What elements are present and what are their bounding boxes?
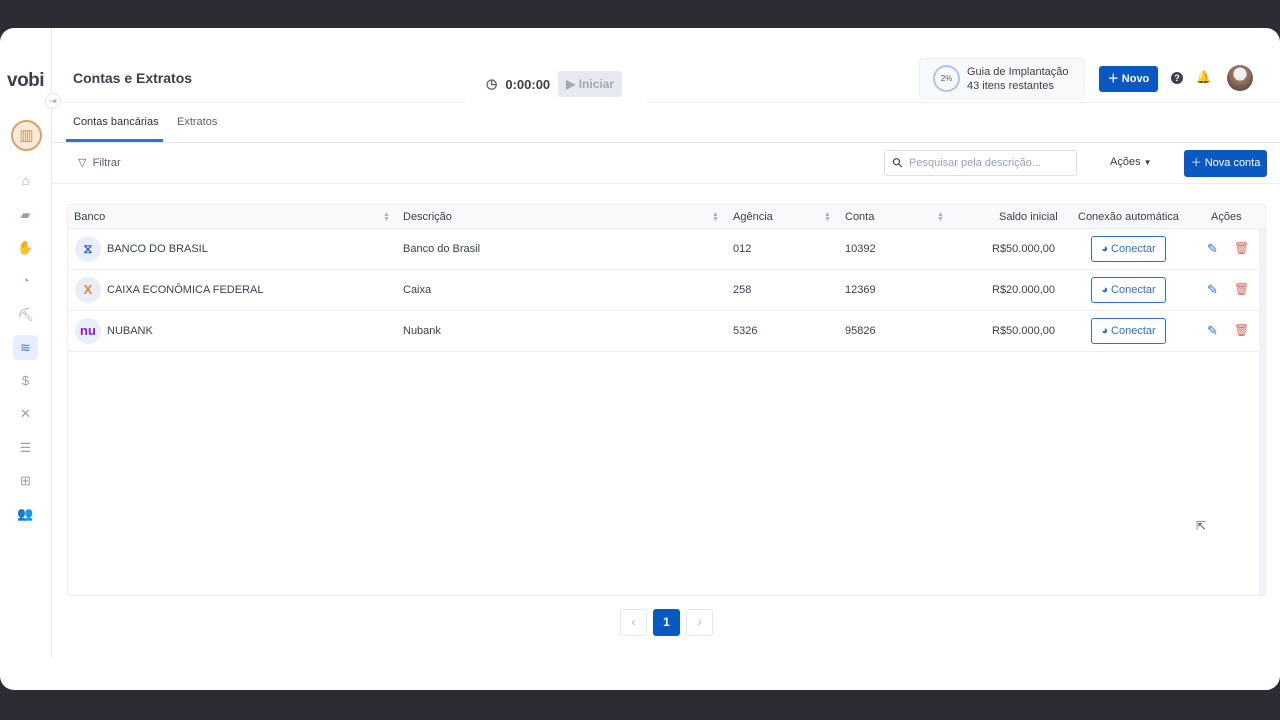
- bell-icon[interactable]: 🔔: [1196, 70, 1211, 84]
- tab-extratos[interactable]: Extratos: [177, 116, 218, 128]
- account: 12369: [845, 284, 876, 296]
- company-logo[interactable]: ▥: [11, 120, 42, 151]
- gauge-icon[interactable]: ◔: [21, 273, 30, 288]
- start-label: Iniciar: [578, 77, 615, 91]
- col-descricao[interactable]: Descrição: [403, 211, 452, 223]
- sort-icon[interactable]: ▲ ▼: [824, 211, 831, 223]
- edit-icon[interactable]: ✎: [1207, 241, 1218, 256]
- agency: 258: [733, 284, 752, 296]
- users-icon[interactable]: 👥: [17, 506, 34, 521]
- folder-icon[interactable]: ▰: [20, 207, 31, 222]
- trash-icon[interactable]: 🗑: [1234, 241, 1250, 255]
- actions-dropdown[interactable]: Ações ▼: [1110, 156, 1152, 168]
- worker-icon[interactable]: ⛏: [17, 307, 34, 322]
- col-agencia[interactable]: Agência: [733, 211, 773, 223]
- new-button[interactable]: ＋ Novo: [1099, 66, 1158, 92]
- dollar-icon[interactable]: $: [21, 373, 30, 388]
- timer: ◷ 0:00:00 ▶ Iniciar: [466, 64, 646, 104]
- bank-name: NUBANK: [107, 325, 153, 337]
- scrollbar[interactable]: [1259, 229, 1265, 595]
- col-saldo: Saldo inicial: [999, 211, 1058, 223]
- tools-icon[interactable]: ✕: [20, 406, 31, 421]
- onboarding-guide[interactable]: 2% Guia de Implantação 43 itens restantes: [919, 58, 1085, 99]
- page-1-button[interactable]: 1: [653, 609, 680, 636]
- mouse-cursor-icon: ⇱: [1196, 519, 1207, 533]
- guide-title: Guia de Implantação: [967, 65, 1069, 78]
- divider: [52, 102, 1280, 103]
- sidebar: vobi ▥ ⌂ ▰ ✋ ◔ ⛏ ≋ $ ✕ ☰ ⊞ 👥: [0, 28, 52, 658]
- table-row: X CAIXA ECONÔMICA FEDERAL Caixa 258 1236…: [68, 270, 1260, 311]
- help-icon[interactable]: ?: [1171, 72, 1183, 84]
- balance: R$50.000,00: [992, 325, 1055, 337]
- balance: R$20.000,00: [992, 284, 1055, 296]
- account: 10392: [845, 243, 876, 255]
- start-timer-button[interactable]: ▶ Iniciar: [558, 71, 623, 97]
- new-account-button[interactable]: ＋ Nova conta: [1184, 150, 1267, 177]
- filter-icon: ▽: [78, 157, 87, 169]
- nubank-logo: nu: [75, 318, 101, 344]
- tabs: Contas bancárias Extratos: [52, 102, 1280, 143]
- new-label: Novo: [1121, 73, 1150, 85]
- account: 95826: [845, 325, 876, 337]
- trash-icon[interactable]: 🗑: [1234, 282, 1250, 296]
- avatar[interactable]: [1227, 65, 1253, 91]
- bank-name: CAIXA ECONÔMICA FEDERAL: [107, 284, 264, 296]
- balance: R$50.000,00: [992, 243, 1055, 255]
- caixa-logo: X: [75, 277, 101, 303]
- filter-label: Filtrar: [92, 157, 121, 169]
- progress-ring: 2%: [933, 65, 960, 92]
- connect-label: Conectar: [1111, 325, 1156, 337]
- list-icon[interactable]: ☰: [19, 440, 32, 455]
- connect-label: Conectar: [1111, 243, 1156, 255]
- timer-value: 0:00:00: [505, 76, 551, 92]
- actions-label: Ações: [1110, 156, 1141, 168]
- filter-button[interactable]: ▽ Filtrar: [78, 156, 121, 169]
- description: Nubank: [403, 325, 441, 337]
- home-icon[interactable]: ⌂: [21, 173, 30, 188]
- trash-icon[interactable]: 🗑: [1234, 323, 1250, 337]
- connect-label: Conectar: [1111, 284, 1156, 296]
- handshake-icon[interactable]: ✋: [17, 240, 34, 255]
- col-acoes: Ações: [1211, 211, 1242, 223]
- col-conexao: Conexão automática: [1078, 211, 1179, 223]
- expand-sidebar-icon[interactable]: ⇥: [45, 93, 61, 109]
- divider: [52, 183, 1280, 184]
- edit-icon[interactable]: ✎: [1207, 323, 1218, 338]
- prev-page-button[interactable]: ‹: [620, 609, 647, 636]
- app-window: vobi ▥ ⌂ ▰ ✋ ◔ ⛏ ≋ $ ✕ ☰ ⊞ 👥 ⇥ Contas e …: [0, 28, 1280, 690]
- description: Banco do Brasil: [403, 243, 481, 255]
- page-title: Contas e Extratos: [73, 70, 193, 86]
- edit-icon[interactable]: ✎: [1207, 282, 1218, 297]
- clock-icon: ◷: [486, 76, 498, 91]
- guide-subtitle: 43 itens restantes: [967, 79, 1054, 92]
- table-row: nu NUBANK Nubank 5326 95826 R$50.000,00 …: [68, 311, 1260, 352]
- agency: 012: [733, 243, 752, 255]
- table-row: ⧖ BANCO DO BRASIL Banco do Brasil 012 10…: [68, 229, 1260, 270]
- apps-add-icon[interactable]: ⊞: [20, 473, 31, 488]
- connect-button[interactable]: ◕ Conectar: [1091, 277, 1166, 303]
- connect-button[interactable]: ◕ Conectar: [1091, 318, 1166, 344]
- active-tab-indicator: [66, 139, 163, 142]
- new-account-label: Nova conta: [1204, 157, 1261, 169]
- col-banco[interactable]: Banco: [74, 211, 106, 223]
- coins-icon[interactable]: ≋: [13, 335, 38, 360]
- banco-do-brasil-logo: ⧖: [75, 236, 101, 262]
- search-input[interactable]: Pesquisar pela descrição...: [884, 150, 1077, 176]
- tab-contas-bancarias[interactable]: Contas bancárias: [73, 116, 159, 128]
- caret-down-icon: ▼: [1143, 158, 1152, 167]
- agency: 5326: [733, 325, 758, 337]
- col-conta[interactable]: Conta: [845, 211, 875, 223]
- vobi-logo: vobi: [7, 70, 45, 91]
- sort-icon[interactable]: ▲ ▼: [712, 211, 719, 223]
- accounts-table: Banco ▲ ▼ Descrição ▲ ▼ Agência ▲ ▼ Conta ▲…: [67, 204, 1266, 596]
- description: Caixa: [403, 284, 432, 296]
- table-header: Banco ▲ ▼ Descrição ▲ ▼ Agência ▲ ▼ Conta ▲…: [68, 205, 1265, 229]
- connect-button[interactable]: ◕ Conectar: [1091, 236, 1166, 262]
- bank-name: BANCO DO BRASIL: [107, 243, 208, 255]
- next-page-button[interactable]: ›: [686, 609, 713, 636]
- sort-icon[interactable]: ▲ ▼: [383, 211, 390, 223]
- sort-icon[interactable]: ▲ ▼: [937, 211, 944, 223]
